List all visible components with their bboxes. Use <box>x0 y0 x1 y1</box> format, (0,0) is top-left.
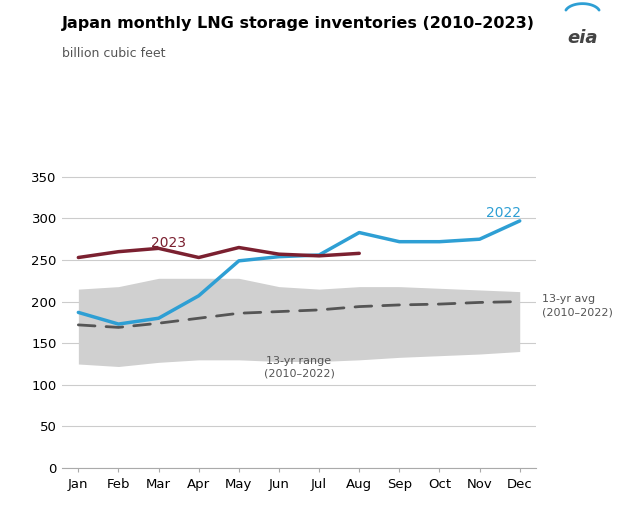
Text: 13-yr range
(2010–2022): 13-yr range (2010–2022) <box>264 356 335 379</box>
Text: Japan monthly LNG storage inventories (2010–2023): Japan monthly LNG storage inventories (2… <box>62 16 535 31</box>
Text: 2023: 2023 <box>151 236 186 250</box>
Text: 2022: 2022 <box>485 206 521 220</box>
Text: eia: eia <box>568 29 597 47</box>
Text: billion cubic feet: billion cubic feet <box>62 47 166 60</box>
Text: 13-yr avg
(2010–2022): 13-yr avg (2010–2022) <box>542 294 612 317</box>
